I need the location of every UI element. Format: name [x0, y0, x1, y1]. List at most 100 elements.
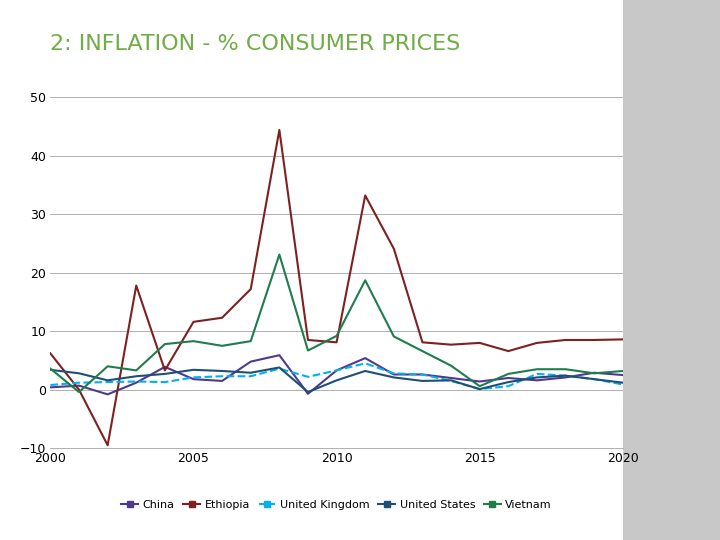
United Kingdom [333, 367, 341, 374]
United Kingdom [562, 373, 570, 379]
Text: 2: INFLATION - % CONSUMER PRICES: 2: INFLATION - % CONSUMER PRICES [50, 34, 461, 54]
United Kingdom [618, 381, 627, 388]
United States [275, 364, 284, 370]
Vietnam [590, 370, 598, 376]
China [475, 378, 484, 384]
Ethiopia [161, 367, 169, 374]
Ethiopia [533, 340, 541, 346]
United Kingdom [475, 386, 484, 393]
United Kingdom [418, 372, 427, 378]
United Kingdom [304, 374, 312, 380]
United States [447, 377, 456, 383]
Vietnam [218, 342, 227, 349]
Ethiopia [132, 282, 140, 289]
United States [533, 374, 541, 381]
Vietnam [46, 366, 55, 372]
Line: United Kingdom: United Kingdom [50, 363, 623, 389]
China [304, 390, 312, 397]
United Kingdom [218, 373, 227, 380]
United States [132, 373, 140, 380]
United States [75, 370, 84, 376]
Ethiopia [590, 337, 598, 343]
Line: Ethiopia: Ethiopia [50, 130, 623, 445]
Line: Vietnam: Vietnam [50, 254, 623, 392]
China [75, 382, 84, 389]
Ethiopia [75, 387, 84, 393]
United Kingdom [504, 383, 513, 389]
United Kingdom [104, 379, 112, 386]
Vietnam [447, 362, 456, 369]
China [361, 355, 369, 361]
Vietnam [475, 383, 484, 389]
United Kingdom [46, 382, 55, 388]
Line: United States: United States [50, 367, 623, 392]
United Kingdom [246, 373, 255, 380]
Ethiopia [390, 246, 398, 252]
United Kingdom [189, 374, 198, 381]
China [418, 372, 427, 378]
United States [618, 380, 627, 386]
China [447, 375, 456, 381]
Vietnam [161, 341, 169, 347]
Vietnam [132, 367, 140, 374]
United States [475, 386, 484, 393]
Vietnam [618, 368, 627, 374]
United States [218, 368, 227, 374]
China [218, 377, 227, 384]
Ethiopia [333, 339, 341, 346]
Vietnam [333, 333, 341, 339]
Vietnam [189, 338, 198, 345]
Ethiopia [475, 340, 484, 346]
United States [361, 368, 369, 374]
Vietnam [361, 277, 369, 284]
United States [418, 377, 427, 384]
China [333, 367, 341, 374]
United States [504, 379, 513, 386]
China [246, 359, 255, 365]
China [104, 391, 112, 397]
United Kingdom [590, 376, 598, 382]
China [533, 377, 541, 383]
China [275, 352, 284, 359]
Vietnam [246, 338, 255, 345]
United Kingdom [161, 379, 169, 386]
United States [304, 389, 312, 395]
United States [562, 373, 570, 379]
China [390, 372, 398, 378]
Ethiopia [46, 350, 55, 357]
Ethiopia [447, 341, 456, 348]
Vietnam [75, 389, 84, 395]
United States [590, 376, 598, 382]
United States [390, 374, 398, 381]
United States [246, 369, 255, 376]
Line: China: China [50, 355, 623, 394]
United Kingdom [390, 370, 398, 376]
United States [333, 377, 341, 383]
China [189, 376, 198, 382]
Ethiopia [418, 339, 427, 346]
United Kingdom [533, 370, 541, 377]
Vietnam [533, 366, 541, 373]
United States [104, 377, 112, 383]
Vietnam [275, 251, 284, 258]
Ethiopia [504, 348, 513, 354]
Vietnam [390, 333, 398, 340]
United States [46, 367, 55, 373]
China [132, 380, 140, 386]
China [161, 363, 169, 370]
China [504, 375, 513, 381]
Ethiopia [275, 127, 284, 133]
Vietnam [104, 363, 112, 369]
Vietnam [562, 366, 570, 373]
Ethiopia [361, 192, 369, 199]
China [562, 374, 570, 381]
Ethiopia [304, 337, 312, 343]
Vietnam [418, 348, 427, 354]
China [618, 372, 627, 379]
China [46, 384, 55, 390]
Ethiopia [189, 319, 198, 325]
Ethiopia [104, 442, 112, 449]
China [590, 369, 598, 376]
United Kingdom [75, 380, 84, 386]
Ethiopia [218, 314, 227, 321]
